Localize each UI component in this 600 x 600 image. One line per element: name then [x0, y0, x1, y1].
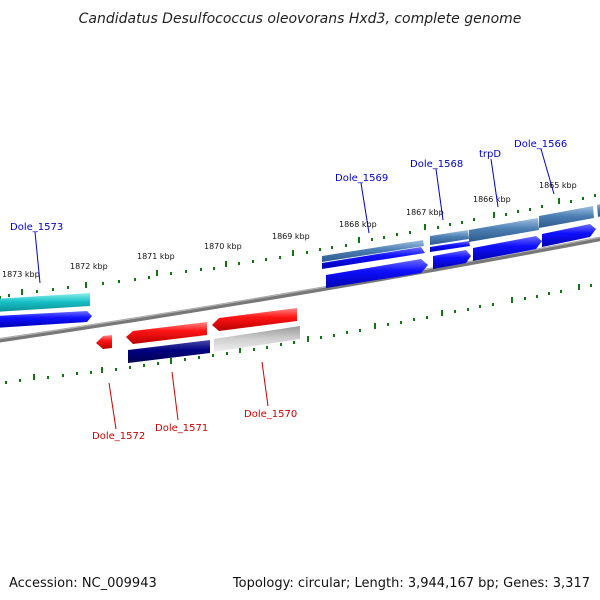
leader-dole-1571 [171, 371, 179, 421]
genome-backbone [0, 236, 600, 343]
gene-dole-1573-region[interactable] [0, 293, 90, 312]
scale-label-1871: 1871 kbp [137, 252, 175, 261]
scale-label-1870: 1870 kbp [204, 242, 242, 251]
gene-trpd-cds[interactable] [473, 236, 542, 261]
scale-label-1865: 1865 kbp [539, 181, 577, 190]
gene-dole-1568-cds[interactable] [433, 250, 471, 269]
genome-title: Candidatus Desulfococcus oleovorans Hxd3… [79, 11, 522, 27]
gene-dole-1571-region[interactable] [128, 340, 210, 363]
gene-dole-1571-cds[interactable] [126, 322, 207, 344]
gene-dole-1569-cds-upper[interactable] [322, 247, 425, 269]
scale-label-1869: 1869 kbp [272, 232, 310, 241]
genome-backbone-highlight [0, 236, 600, 340]
gene-label-dole-1571[interactable]: Dole_1571 [155, 423, 208, 434]
genome-summary-text: Topology: circular; Length: 3,944,167 bp… [232, 576, 590, 591]
leader-dole-1566 [540, 148, 555, 195]
scale-label-1873: 1873 kbp [2, 270, 40, 279]
scale-label-1868: 1868 kbp [339, 220, 377, 229]
leader-dole-1568 [435, 168, 444, 221]
scale-label-1872: 1872 kbp [70, 262, 108, 271]
gene-next-region-partial[interactable] [597, 203, 600, 217]
reverse-features [96, 308, 300, 363]
leader-dole-1570 [261, 361, 269, 407]
gene-trpd-region[interactable] [469, 218, 539, 242]
scale-label-1866: 1866 kbp [473, 195, 511, 204]
leader-dole-1569 [360, 182, 370, 234]
forward-features [0, 203, 600, 328]
gene-label-dole-1569[interactable]: Dole_1569 [335, 173, 388, 184]
label-leaders [34, 148, 555, 430]
gene-label-dole-1566[interactable]: Dole_1566 [514, 139, 567, 150]
gene-label-trpd[interactable]: trpD [479, 149, 501, 160]
gene-dole-1569-region[interactable] [322, 240, 424, 262]
gene-label-dole-1572[interactable]: Dole_1572 [92, 431, 145, 442]
gene-label-dole-1568[interactable]: Dole_1568 [410, 159, 463, 170]
gene-dole-1568-region[interactable] [430, 230, 469, 245]
leader-trpd [490, 158, 499, 208]
gene-dole-1568-cds-upper[interactable] [430, 241, 470, 252]
inner-scale-ticks [5, 284, 592, 384]
scale-label-1867: 1867 kbp [406, 208, 444, 217]
outer-scale-ticks [0, 194, 596, 299]
leader-dole-1573 [34, 231, 41, 284]
gene-dole-1566-region[interactable] [539, 206, 594, 228]
gene-dole-1573-cds[interactable] [0, 311, 92, 328]
gene-label-dole-1570[interactable]: Dole_1570 [244, 409, 297, 420]
gene-dole-1572-cds[interactable] [96, 335, 112, 349]
gene-dole-1570-cds[interactable] [212, 308, 297, 331]
gene-dole-1569-cds[interactable] [326, 259, 428, 288]
gene-label-dole-1573[interactable]: Dole_1573 [10, 222, 63, 233]
gene-dole-1566-cds[interactable] [542, 224, 596, 247]
leader-dole-1572 [108, 382, 117, 430]
gene-dole-1570-region[interactable] [214, 326, 300, 352]
accession-text: Accession: NC_009943 [9, 576, 157, 591]
